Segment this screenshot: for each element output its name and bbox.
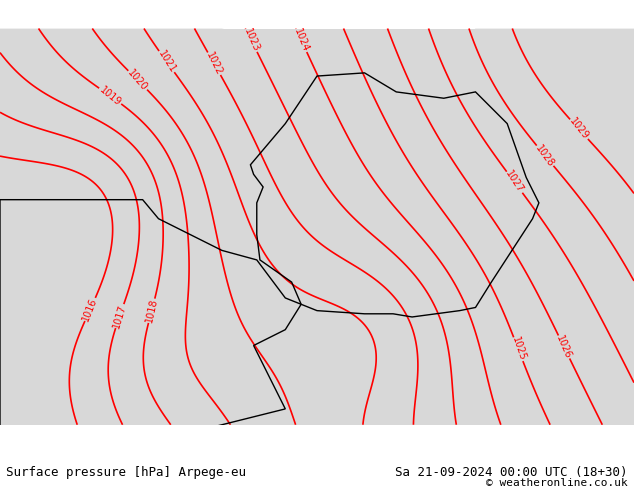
Text: 1028: 1028 (534, 143, 557, 169)
Polygon shape (0, 377, 634, 425)
Text: © weatheronline.co.uk: © weatheronline.co.uk (486, 478, 628, 488)
Text: 1016: 1016 (81, 296, 100, 323)
Text: 1023: 1023 (242, 27, 261, 54)
Text: 1024: 1024 (292, 27, 311, 54)
Polygon shape (539, 361, 634, 425)
Text: 1026: 1026 (555, 334, 573, 360)
Text: 1021: 1021 (156, 49, 178, 74)
Text: 1020: 1020 (126, 68, 150, 93)
Text: 1025: 1025 (510, 336, 527, 363)
Text: Surface pressure [hPa] Arpege-eu: Surface pressure [hPa] Arpege-eu (6, 466, 247, 479)
Text: 1019: 1019 (98, 84, 123, 108)
Text: 1017: 1017 (112, 303, 128, 329)
Text: Sa 21-09-2024 00:00 UTC (18+30): Sa 21-09-2024 00:00 UTC (18+30) (395, 466, 628, 479)
Text: 1027: 1027 (503, 169, 526, 196)
FancyBboxPatch shape (0, 28, 634, 425)
Text: 1022: 1022 (204, 50, 224, 77)
Text: 1018: 1018 (144, 298, 159, 324)
Text: 1029: 1029 (567, 117, 590, 142)
Polygon shape (380, 28, 634, 123)
Polygon shape (0, 28, 285, 140)
